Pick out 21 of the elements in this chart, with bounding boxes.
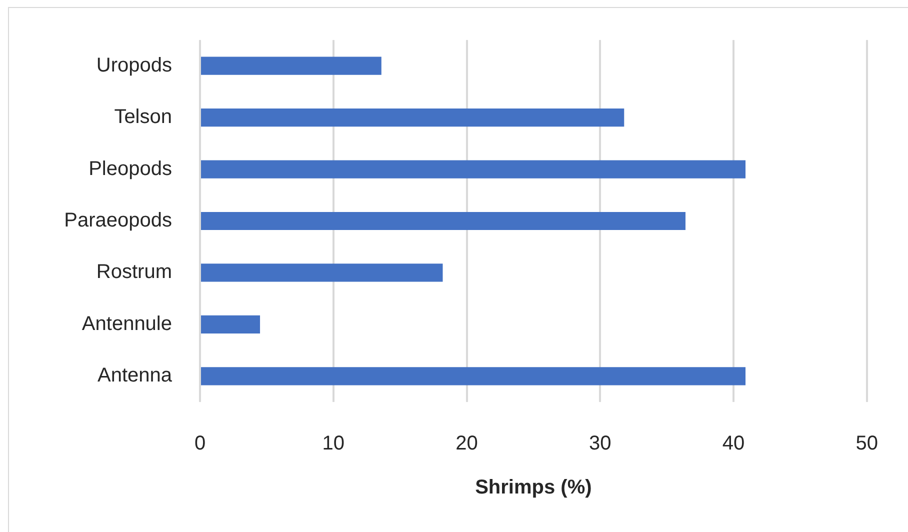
bar <box>201 160 746 178</box>
x-tick-label: 40 <box>722 432 745 455</box>
x-tick-label: 10 <box>322 432 344 455</box>
y-tick-label: Rostrum <box>96 261 172 284</box>
bar <box>201 212 686 230</box>
x-axis-title: Shrimps (%) <box>475 476 592 499</box>
y-tick-label: Antenna <box>97 364 173 387</box>
y-tick-label: Uropods <box>96 54 172 76</box>
x-tick-label: 20 <box>456 432 478 455</box>
y-tick-label: Pleopods <box>88 158 172 180</box>
bar <box>201 315 260 334</box>
x-tick-label: 0 <box>194 432 206 455</box>
y-tick-label: Telson <box>114 106 172 128</box>
y-tick-label: Paraeopods <box>64 210 172 232</box>
bar <box>201 108 624 127</box>
y-tick-label: Antennule <box>82 312 172 335</box>
bar <box>201 367 746 386</box>
bar <box>201 56 382 75</box>
x-tick-label: 50 <box>856 432 878 455</box>
bar <box>201 264 443 282</box>
x-tick-label: 30 <box>589 432 612 455</box>
